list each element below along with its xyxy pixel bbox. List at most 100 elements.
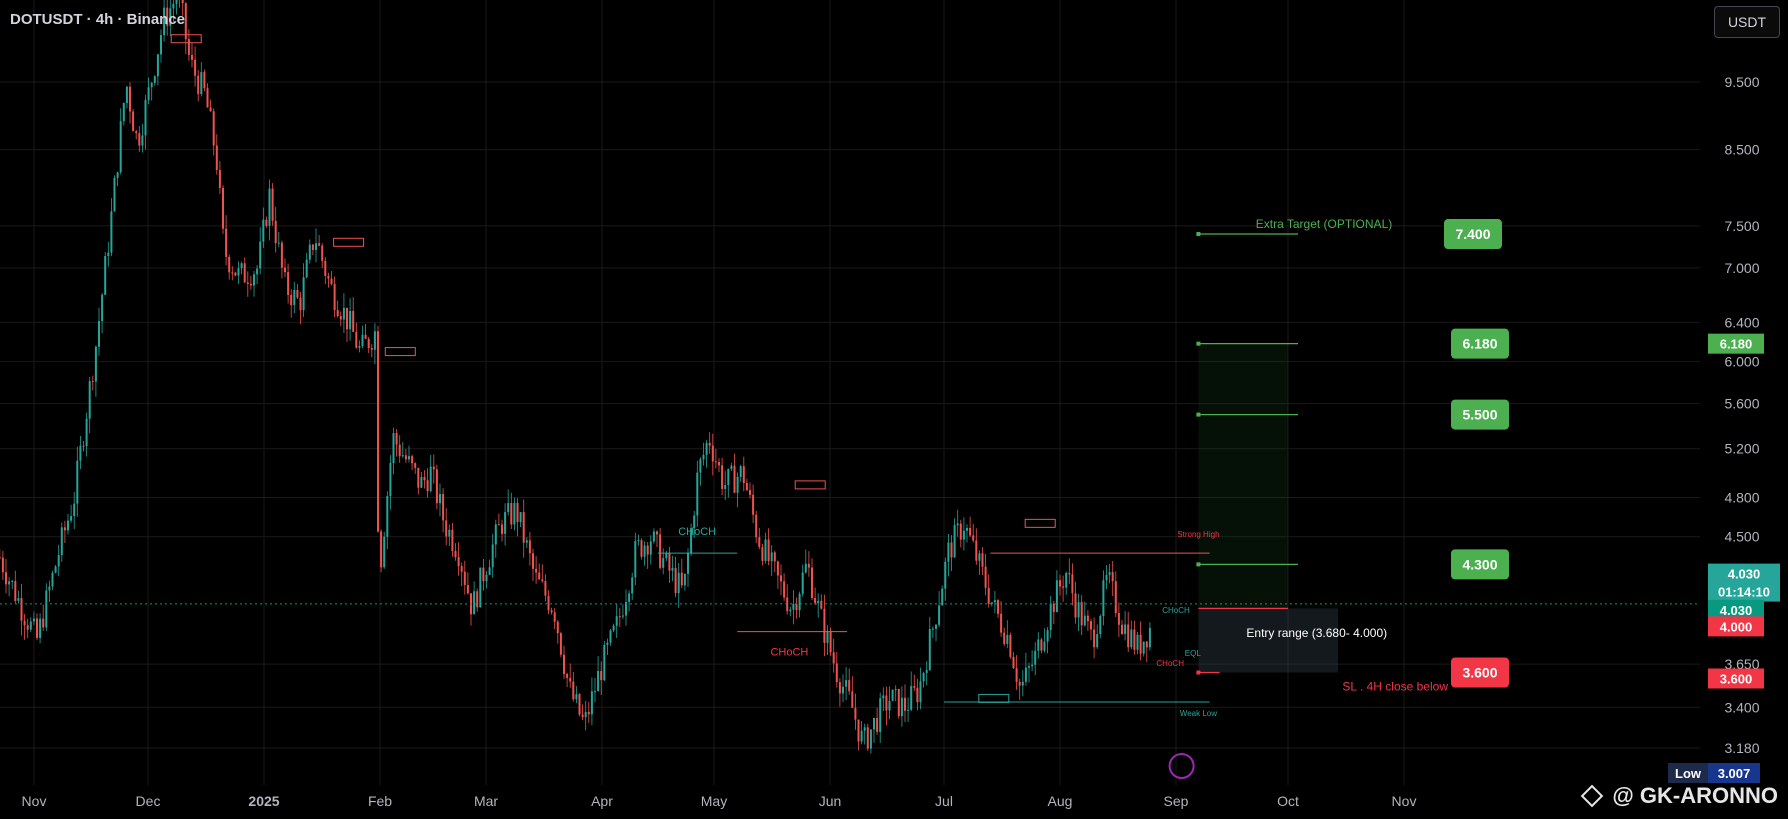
- currency-unit-button[interactable]: USDT: [1714, 6, 1780, 38]
- candle-body: [401, 455, 404, 457]
- candle-body: [1062, 586, 1065, 588]
- candle-body: [962, 530, 965, 540]
- y-tick-label: 5.200: [1724, 441, 1759, 457]
- candle-body: [181, 0, 184, 4]
- candle-body: [978, 553, 981, 561]
- candle-body: [950, 542, 953, 558]
- candle-body: [594, 691, 596, 693]
- candle-body: [541, 579, 544, 582]
- candle-body: [1009, 635, 1012, 657]
- candle-body: [1028, 666, 1030, 668]
- candle-body: [82, 445, 85, 447]
- candle-body: [240, 263, 243, 269]
- candle-body: [497, 524, 500, 526]
- level-badge-text: 6.180: [1462, 336, 1497, 352]
- y-tick-label: 6.400: [1724, 314, 1759, 330]
- candle-body: [392, 433, 395, 464]
- candle-body: [1145, 641, 1148, 648]
- candle-body: [284, 267, 286, 273]
- x-tick-label: Oct: [1277, 793, 1299, 809]
- candle-body: [299, 297, 302, 311]
- candle-body: [70, 516, 73, 521]
- candle-body: [1114, 581, 1117, 614]
- candle-body: [1133, 629, 1136, 650]
- candle-body: [532, 553, 534, 569]
- candle-body: [907, 709, 910, 711]
- candle-body: [618, 616, 621, 618]
- candle-body: [845, 680, 848, 687]
- candle-body: [761, 547, 764, 561]
- supply-block: [794, 480, 826, 490]
- candle-body: [76, 460, 79, 504]
- candle-body: [817, 600, 820, 604]
- candle-body: [625, 601, 627, 616]
- target-levels: Extra Target (OPTIONAL) 7.400 6.180 5.500 4.…: [0, 217, 1700, 694]
- candle-body: [445, 520, 448, 537]
- candle-body: [1003, 632, 1006, 644]
- candle-body: [522, 512, 525, 543]
- candle-body: [1031, 664, 1034, 667]
- candle-body: [938, 605, 941, 625]
- candle-body: [113, 177, 116, 212]
- candle-body: [404, 455, 407, 460]
- candle-body: [45, 590, 48, 628]
- candle-body: [203, 72, 206, 89]
- candle-body: [538, 572, 541, 580]
- candle-body: [835, 663, 838, 683]
- y-tick-label: 5.600: [1724, 396, 1759, 412]
- candle-body: [1124, 624, 1127, 634]
- candle-body: [200, 72, 203, 95]
- candle-body: [88, 381, 91, 419]
- candle-body: [842, 686, 844, 694]
- candle-body: [615, 616, 618, 626]
- strong-high-label: Strong High: [1177, 530, 1219, 539]
- candle-body: [1052, 603, 1055, 613]
- candle-body: [246, 282, 249, 284]
- candle-body: [212, 111, 215, 146]
- candle-body: [333, 283, 336, 311]
- candle-body: [1037, 639, 1040, 651]
- candle-body: [581, 714, 584, 718]
- low-badge-label-bg: [1668, 763, 1708, 783]
- candle-body: [364, 334, 367, 339]
- candle-body: [587, 711, 590, 715]
- candle-body: [941, 588, 944, 606]
- candle-body: [17, 598, 20, 601]
- y-tick-label: 3.180: [1724, 740, 1759, 756]
- choch-label: CHoCH: [770, 647, 808, 659]
- candle-body: [160, 35, 162, 55]
- candle-body: [1105, 574, 1108, 581]
- candle-body: [569, 677, 572, 682]
- candle-body: [687, 553, 689, 574]
- candle-body: [1006, 635, 1009, 644]
- candle-body: [1117, 613, 1120, 625]
- candle-body: [98, 321, 100, 347]
- candle-body: [302, 277, 305, 311]
- candle-body: [829, 631, 832, 653]
- candle-body: [138, 133, 141, 146]
- axis-price-badge-text: 6.180: [1720, 337, 1753, 352]
- candle-body: [101, 294, 104, 322]
- candle-body: [197, 75, 200, 95]
- choch-label: CHoCH: [678, 526, 716, 538]
- level-anchor: [1196, 341, 1201, 346]
- candle-body: [54, 566, 57, 573]
- candle-body: [708, 442, 711, 446]
- candle-body: [1018, 681, 1021, 686]
- candle-body: [57, 555, 60, 567]
- candle-body: [987, 587, 990, 604]
- candle-body: [268, 188, 271, 226]
- candle-body: [1086, 615, 1089, 622]
- entry-range-label: Entry range (3.680- 4.000): [1246, 626, 1387, 640]
- candle-body: [668, 553, 671, 571]
- candle-body: [1121, 624, 1123, 634]
- candle-body: [916, 687, 919, 703]
- y-tick-label: 4.500: [1724, 529, 1759, 545]
- candlestick-series: [0, 0, 1151, 754]
- candle-body: [414, 463, 417, 468]
- time-axis-bg: [0, 785, 1788, 819]
- candle-body: [277, 242, 280, 244]
- candle-body: [435, 469, 438, 504]
- candle-body: [408, 456, 410, 460]
